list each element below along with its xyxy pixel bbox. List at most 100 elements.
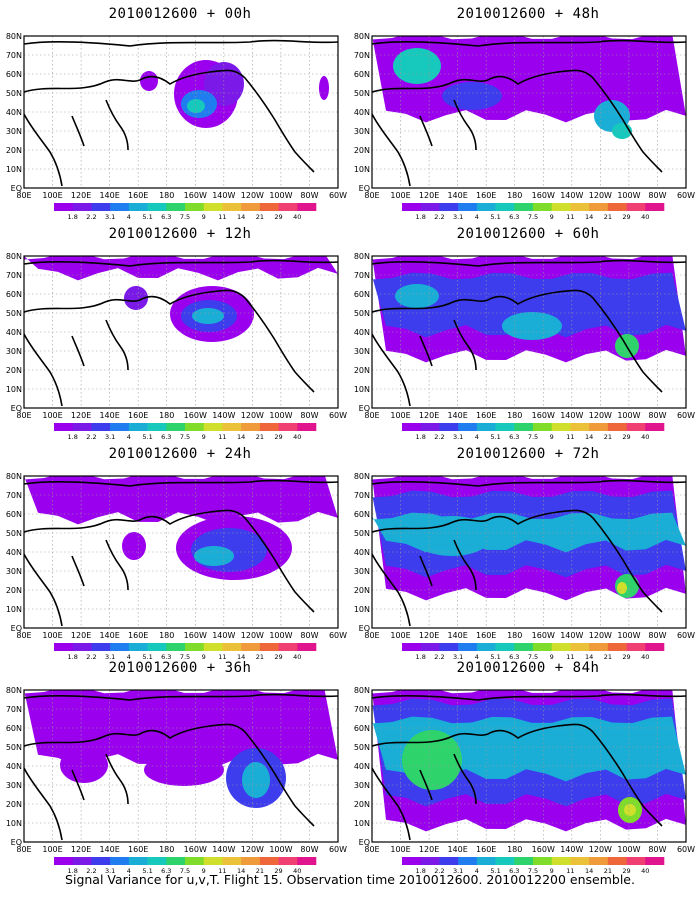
x-tick-label: 120E <box>419 191 439 200</box>
x-tick-label: 180 <box>507 411 522 420</box>
x-tick-label: 160E <box>128 411 148 420</box>
colorbar-swatch <box>570 643 590 651</box>
colorbar-swatch <box>259 857 279 865</box>
x-tick-label: 140E <box>99 631 119 640</box>
y-tick-label: 60N <box>354 290 370 299</box>
variance-contour <box>442 82 502 110</box>
x-tick-label: 100E <box>42 631 62 640</box>
colorbar-label: 9 <box>202 433 206 441</box>
colorbar-swatch <box>278 857 298 865</box>
colorbar-label: 4 <box>475 213 479 221</box>
colorbar-swatch <box>72 643 92 651</box>
y-tick-label: 40N <box>354 762 370 771</box>
x-tick-label: 140W <box>212 191 235 200</box>
colorbar-swatch <box>166 857 186 865</box>
y-tick-label: 70N <box>6 491 22 500</box>
colorbar-label: 29 <box>622 433 630 441</box>
coastline <box>24 693 338 701</box>
y-tick-label: 30N <box>354 347 370 356</box>
variance-contour <box>24 476 338 525</box>
y-tick-label: 60N <box>354 510 370 519</box>
colorbar-swatch <box>495 643 515 651</box>
y-tick-label: 30N <box>354 127 370 136</box>
x-tick-label: 140E <box>447 845 467 854</box>
colorbar-swatch <box>203 643 223 651</box>
x-tick-label: 140W <box>212 631 235 640</box>
colorbar-label: 4 <box>475 653 479 661</box>
colorbar-label: 40 <box>293 433 301 441</box>
y-tick-label: 10N <box>6 605 22 614</box>
colorbar-swatch <box>495 423 515 431</box>
y-tick-label: 80N <box>354 686 370 695</box>
variance-contour <box>617 582 627 594</box>
x-tick-label: 160E <box>476 191 496 200</box>
colorbar-label: 21 <box>604 433 612 441</box>
x-tick-label: 120E <box>71 411 91 420</box>
colorbar-label: 3.1 <box>453 653 463 661</box>
variance-contour <box>402 730 462 790</box>
x-tick-label: 60W <box>329 191 347 200</box>
variance-map: EQ 10N 20N 30N 40N 50N 60N 70N 80N 80E 100E 120E 140… <box>354 252 695 441</box>
coastline <box>24 509 315 613</box>
panel-72h: 2010012600 + 72h EQ 10N 20N 30N 40N 50N 60N 70N… <box>354 446 698 661</box>
colorbar-swatch <box>222 203 242 211</box>
coastline <box>372 723 663 827</box>
x-tick-label: 80W <box>300 191 318 200</box>
colorbar-swatch <box>607 423 627 431</box>
y-tick-label: 80N <box>6 32 22 41</box>
y-tick-label: 40N <box>6 108 22 117</box>
colorbar-label: 11 <box>566 433 574 441</box>
coastline <box>372 319 477 407</box>
colorbar-label: 2.2 <box>434 653 444 661</box>
colorbar-swatch <box>72 203 92 211</box>
colorbar-swatch <box>110 203 130 211</box>
x-tick-label: 100E <box>390 411 410 420</box>
colorbar-swatch <box>297 857 317 865</box>
colorbar-swatch <box>551 203 571 211</box>
colorbar-label: 11 <box>566 653 574 661</box>
y-tick-label: 40N <box>354 328 370 337</box>
colorbar-label: 29 <box>274 433 282 441</box>
colorbar-label: 6.3 <box>161 867 171 875</box>
x-tick-label: 160E <box>476 845 496 854</box>
variance-map: EQ 10N 20N 30N 40N 50N 60N 70N 80N 80E 100E 120E 140… <box>6 686 347 875</box>
x-tick-label: 80W <box>648 191 666 200</box>
colorbar-label: 1.8 <box>68 433 78 441</box>
x-tick-label: 160E <box>476 631 496 640</box>
colorbar-swatch <box>533 643 553 651</box>
y-tick-label: 60N <box>6 510 22 519</box>
colorbar-swatch <box>147 423 167 431</box>
colorbar-label: 1.8 <box>68 653 78 661</box>
x-tick-label: 160E <box>128 191 148 200</box>
y-tick-label: 20N <box>6 586 22 595</box>
colorbar-swatch <box>402 857 422 865</box>
x-tick-label: 120W <box>589 845 612 854</box>
colorbar-swatch <box>91 203 111 211</box>
colorbar-swatch <box>570 203 590 211</box>
colorbar-label: 3.1 <box>105 867 115 875</box>
y-tick-label: EQ <box>359 838 370 847</box>
colorbar-label: 40 <box>293 213 301 221</box>
variance-contour <box>242 762 270 798</box>
colorbar-label: 11 <box>566 867 574 875</box>
colorbar-swatch <box>185 423 205 431</box>
coastline <box>372 289 663 393</box>
colorbar-swatch <box>420 203 440 211</box>
colorbar-label: 21 <box>256 213 264 221</box>
x-tick-label: 140W <box>212 845 235 854</box>
colorbar-label: 4 <box>475 433 479 441</box>
colorbar-swatch <box>259 423 279 431</box>
variance-map: EQ 10N 20N 30N 40N 50N 60N 70N 80N 80E 100E 120E 140… <box>6 32 347 221</box>
variance-contour <box>319 76 329 100</box>
y-tick-label: 50N <box>6 529 22 538</box>
x-tick-label: 80E <box>364 191 379 200</box>
colorbar-label: 9 <box>202 653 206 661</box>
x-tick-label: 80W <box>300 631 318 640</box>
x-tick-label: 120E <box>71 631 91 640</box>
colorbar-label: 29 <box>274 867 282 875</box>
colorbar-label: 11 <box>218 653 226 661</box>
colorbar-label: 5.1 <box>142 433 152 441</box>
coastline <box>372 259 686 267</box>
colorbar-label: 5.1 <box>490 433 500 441</box>
colorbar-swatch <box>570 857 590 865</box>
